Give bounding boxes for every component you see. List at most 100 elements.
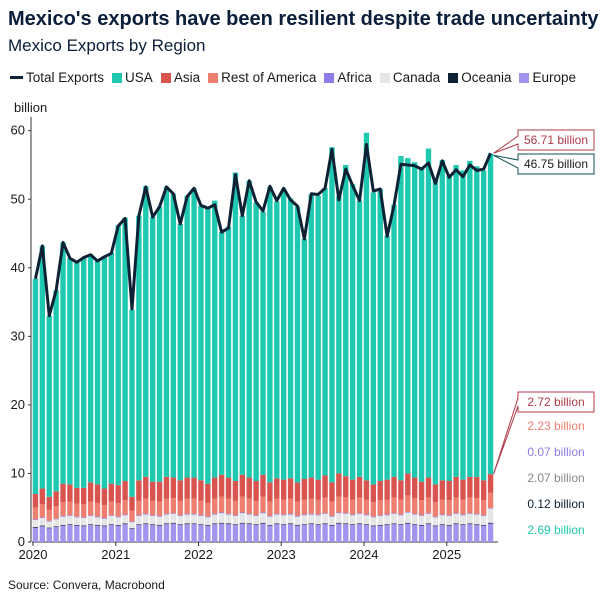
bar-segment-oceania (32, 526, 39, 528)
bar-segment-usa (425, 148, 432, 478)
chart-subtitle: Mexico Exports by Region (8, 36, 206, 55)
bar-segment-africa (108, 515, 114, 516)
bar-segment-usa (39, 245, 46, 489)
bar-segment-europe (377, 525, 383, 542)
bar-segment-oceania (363, 524, 370, 525)
callout-asia-box (493, 391, 595, 475)
bar-segment-europe (370, 526, 377, 542)
bar-segment-canada (184, 514, 190, 524)
bar-segment-europe (356, 524, 363, 542)
bar-segment-canada (108, 515, 114, 525)
bar-segment-oceania (39, 525, 46, 527)
bar-segment-europe (398, 524, 404, 542)
bar-segment-canada (218, 513, 225, 523)
bar-segment-rest-of-america (39, 504, 46, 518)
bar-segment-rest-of-america (212, 498, 218, 514)
bar-segment-canada (363, 515, 370, 525)
bar-segment-usa (460, 170, 466, 480)
bar-segment-asia (74, 487, 80, 504)
bar-segment-rest-of-america (425, 497, 432, 514)
bar-segment-asia (460, 479, 466, 500)
bar-segment-usa (60, 242, 66, 484)
bar-segment-asia (225, 477, 232, 499)
bar-segment-africa (294, 515, 301, 517)
bar-segment-canada (198, 515, 204, 525)
bar-segment-oceania (446, 524, 452, 526)
callout-canada: 2.07 billion (527, 471, 584, 485)
bar-segment-usa (267, 186, 273, 483)
bar-segment-africa (246, 513, 252, 515)
bar-segment-asia (363, 480, 370, 500)
bar-segment-usa (349, 184, 356, 480)
bar-segment-europe (281, 524, 287, 542)
bar-segment-oceania (239, 522, 245, 524)
bar-segment-africa (474, 513, 480, 515)
total-exports-line (33, 142, 492, 318)
bar-segment-europe (294, 525, 301, 542)
bar-segment-canada (329, 516, 335, 525)
bar-segment-europe (108, 524, 114, 542)
bar-segment-europe (274, 524, 280, 542)
bar-segment-europe (239, 523, 245, 542)
bar-segment-usa (115, 225, 121, 486)
bar-segment-asia (191, 477, 197, 499)
bar-segment-rest-of-america (253, 500, 259, 516)
bar-segment-usa (418, 167, 425, 482)
bar-segment-africa (67, 515, 73, 516)
bar-segment-africa (177, 515, 183, 516)
bar-segment-usa (143, 186, 149, 477)
bar-segment-asia (425, 477, 432, 498)
bar-segment-usa (391, 204, 397, 477)
x-tick-label: 2022 (184, 547, 213, 562)
bar-segment-canada (487, 508, 494, 523)
source-note: Source: Convera, Macrobond (8, 578, 165, 592)
bar-segment-rest-of-america (308, 498, 314, 514)
bar-segment-usa (329, 147, 335, 483)
bar-segment-africa (329, 515, 335, 517)
bar-segment-oceania (439, 524, 445, 525)
bar-segment-rest-of-america (122, 500, 128, 515)
bar-segment-europe (81, 526, 87, 542)
bar-segment-canada (287, 514, 294, 524)
bar-segment-usa (239, 215, 245, 475)
bar-segment-oceania (218, 522, 225, 524)
y-tick-label: 20 (11, 397, 25, 412)
bar-segment-usa (170, 193, 177, 478)
bar-segment-asia (143, 476, 149, 499)
bar-segment-europe (87, 524, 94, 542)
bar-segment-usa (184, 195, 190, 478)
bar-segment-canada (74, 517, 80, 525)
bar-segment-asia (87, 482, 94, 502)
bar-segment-asia (260, 474, 266, 497)
x-tick-label: 2021 (101, 547, 130, 562)
bar-segment-rest-of-america (384, 499, 390, 515)
legend-label-europe: Europe (532, 70, 577, 85)
bar-segment-canada (343, 513, 349, 524)
bar-segment-asia (384, 479, 390, 500)
bar-segment-usa (218, 232, 225, 475)
bar-segment-africa (274, 513, 280, 515)
bar-segment-canada (308, 514, 314, 524)
bar-segment-rest-of-america (225, 498, 232, 514)
bar-segment-asia (156, 481, 163, 502)
bar-segment-europe (467, 524, 473, 542)
x-tick-label: 2025 (432, 547, 461, 562)
bar-segment-canada (156, 516, 163, 525)
bar-segment-rest-of-america (391, 497, 397, 514)
bar-segment-rest-of-america (246, 498, 252, 514)
bar-segment-canada (39, 518, 46, 526)
bar-segment-europe (246, 524, 252, 542)
bar-segment-asia (212, 477, 218, 499)
bar-segment-oceania (232, 524, 239, 525)
bar-segment-rest-of-america (418, 500, 425, 516)
bar-segment-africa (412, 513, 418, 515)
bar-segment-usa (274, 201, 280, 479)
bar-segment-europe (391, 524, 397, 542)
bar-segment-usa (336, 196, 342, 474)
bar-segment-rest-of-america (46, 509, 52, 521)
bar-segment-rest-of-america (108, 501, 114, 516)
bar-segment-rest-of-america (315, 499, 321, 515)
bar-segment-canada (460, 515, 466, 525)
bar-segment-usa (53, 290, 59, 492)
legend-label-oceania: Oceania (461, 70, 512, 85)
